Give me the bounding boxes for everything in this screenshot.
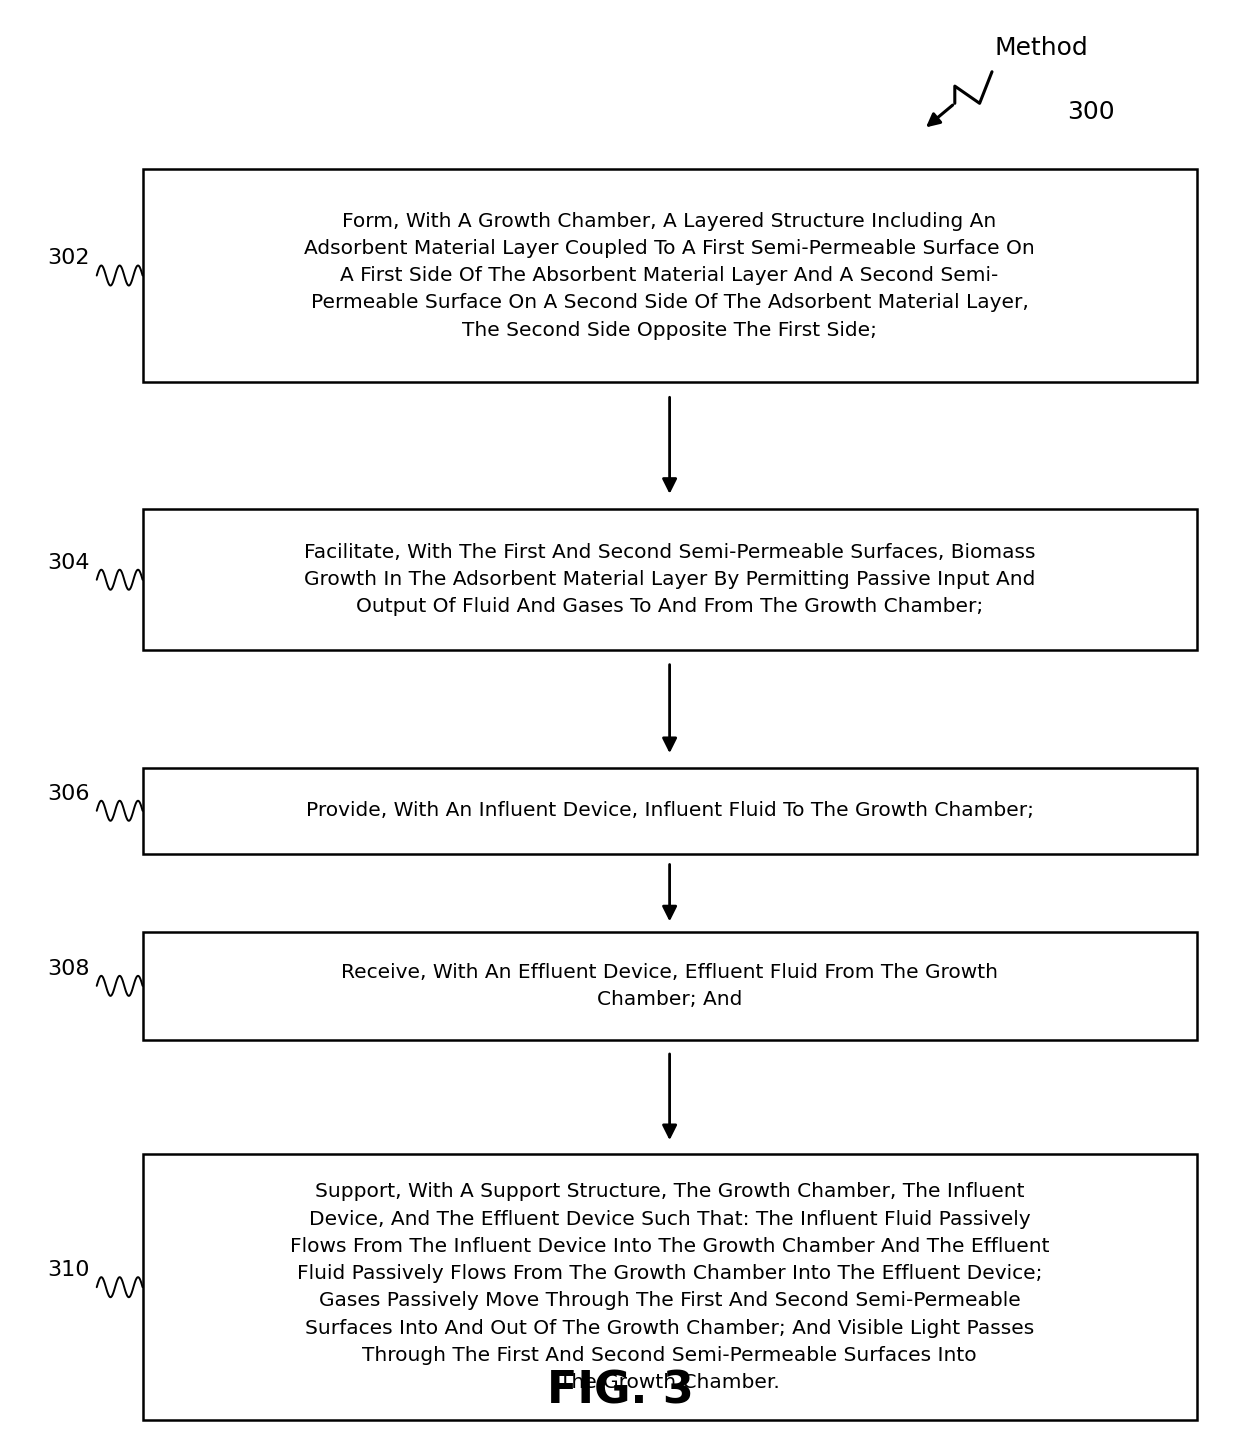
Text: 300: 300	[1068, 100, 1115, 125]
Text: FIG. 3: FIG. 3	[547, 1369, 693, 1412]
Text: Receive, With An Effluent Device, Effluent Fluid From The Growth
Chamber; And: Receive, With An Effluent Device, Efflue…	[341, 963, 998, 1009]
Bar	[143, 169, 1197, 382]
Bar	[143, 1154, 1197, 1421]
Bar	[143, 509, 1197, 650]
Text: Support, With A Support Structure, The Growth Chamber, The Influent
Device, And : Support, With A Support Structure, The G…	[290, 1182, 1049, 1392]
Text: Facilitate, With The First And Second Semi-Permeable Surfaces, Biomass
Growth In: Facilitate, With The First And Second Se…	[304, 542, 1035, 617]
Text: 304: 304	[47, 552, 89, 573]
Bar	[143, 768, 1197, 854]
Text: 302: 302	[47, 248, 89, 268]
Text: 306: 306	[47, 784, 89, 804]
Bar	[143, 933, 1197, 1039]
Text: Provide, With An Influent Device, Influent Fluid To The Growth Chamber;: Provide, With An Influent Device, Influe…	[305, 801, 1034, 821]
Text: Method: Method	[994, 36, 1089, 60]
Text: 308: 308	[47, 959, 89, 979]
Text: Form, With A Growth Chamber, A Layered Structure Including An
Adsorbent Material: Form, With A Growth Chamber, A Layered S…	[304, 211, 1035, 340]
Text: 310: 310	[47, 1260, 89, 1280]
